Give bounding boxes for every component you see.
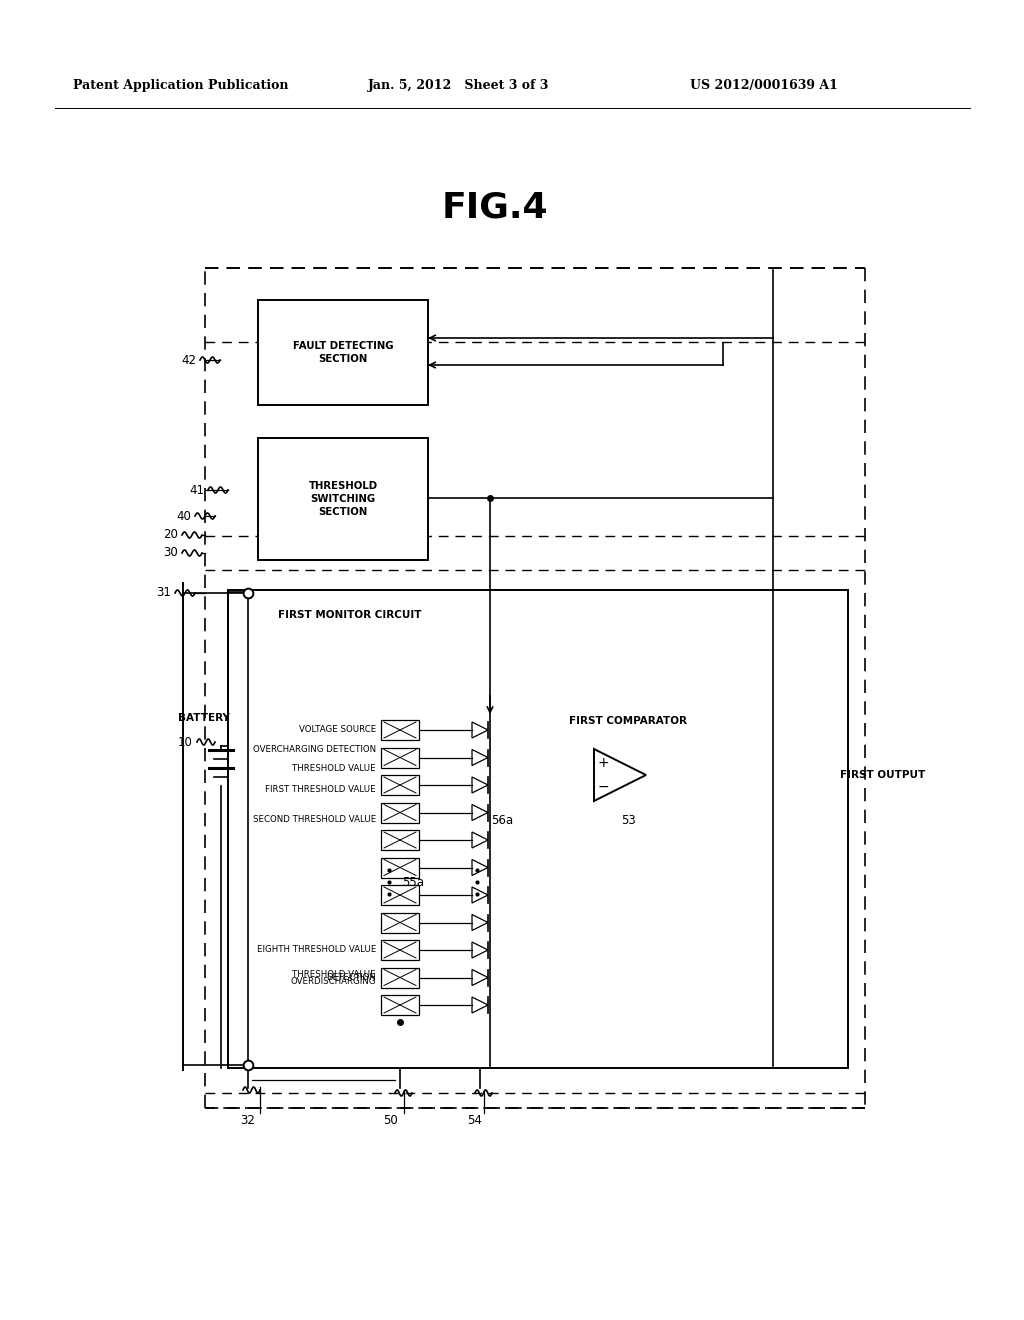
Bar [381,747,419,767]
Text: EIGHTH THRESHOLD VALUE: EIGHTH THRESHOLD VALUE [257,945,376,954]
Text: Jan. 5, 2012   Sheet 3 of 3: Jan. 5, 2012 Sheet 3 of 3 [368,78,549,91]
Text: FIG.4: FIG.4 [441,191,548,224]
Polygon shape [472,942,488,958]
Text: Patent Application Publication: Patent Application Publication [73,78,289,91]
Bar [381,830,419,850]
Polygon shape [472,997,488,1012]
Polygon shape [472,804,488,821]
Bar [258,300,428,405]
Text: OVERCHARGING DETECTION: OVERCHARGING DETECTION [253,744,376,754]
Text: DETECTION: DETECTION [326,974,376,982]
Polygon shape [472,969,488,986]
Polygon shape [472,887,488,903]
Bar [381,995,419,1015]
Text: FIRST COMPARATOR: FIRST COMPARATOR [569,715,687,726]
Bar [381,884,419,906]
Bar [228,590,848,1068]
Polygon shape [472,750,488,766]
Polygon shape [594,748,646,801]
Text: 40: 40 [176,510,191,523]
Text: 42: 42 [181,354,196,367]
Polygon shape [472,915,488,931]
Text: 56a: 56a [490,813,513,826]
Text: 53: 53 [621,814,635,828]
Text: BATTERY: BATTERY [178,713,229,723]
Text: US 2012/0001639 A1: US 2012/0001639 A1 [690,78,838,91]
Text: FAULT DETECTING
SECTION: FAULT DETECTING SECTION [293,341,393,364]
Text: 54: 54 [468,1114,482,1126]
Text: THRESHOLD VALUE: THRESHOLD VALUE [293,970,376,979]
Text: FIRST MONITOR CIRCUIT: FIRST MONITOR CIRCUIT [278,610,422,620]
Text: SECOND THRESHOLD VALUE: SECOND THRESHOLD VALUE [253,816,376,825]
Polygon shape [472,722,488,738]
Bar [381,775,419,795]
Text: 32: 32 [241,1114,255,1126]
Text: 31: 31 [156,586,171,599]
Bar [381,912,419,932]
Bar [381,940,419,960]
Text: VOLTAGE SOURCE: VOLTAGE SOURCE [299,726,376,734]
Text: FIRST THRESHOLD VALUE: FIRST THRESHOLD VALUE [265,785,376,795]
Text: 41: 41 [189,483,204,496]
Text: −: − [597,780,609,795]
Text: THRESHOLD
SWITCHING
SECTION: THRESHOLD SWITCHING SECTION [308,480,378,517]
Bar [381,858,419,878]
Text: THRESHOLD VALUE: THRESHOLD VALUE [293,754,376,774]
Bar [381,719,419,741]
Bar [381,803,419,822]
Bar [258,438,428,560]
Text: FIRST OUTPUT: FIRST OUTPUT [840,770,926,780]
Polygon shape [472,777,488,793]
Text: OVERDISCHARGING: OVERDISCHARGING [291,977,376,986]
Text: +: + [597,756,609,770]
Text: 30: 30 [163,546,178,560]
Text: 55a: 55a [402,875,424,888]
Polygon shape [472,832,488,847]
Polygon shape [472,859,488,875]
Text: 50: 50 [383,1114,397,1126]
Text: 10: 10 [178,735,193,748]
Text: 20: 20 [163,528,178,541]
Bar [381,968,419,987]
